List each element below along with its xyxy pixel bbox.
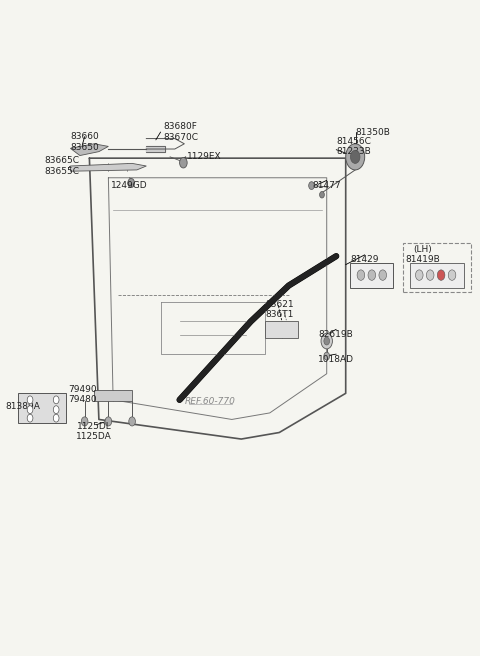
- Text: 82619B: 82619B: [319, 330, 354, 339]
- Polygon shape: [350, 262, 393, 287]
- Circle shape: [27, 396, 33, 404]
- Text: 1129EX: 1129EX: [187, 152, 221, 161]
- Circle shape: [324, 352, 330, 360]
- Text: 83680F
83670C: 83680F 83670C: [163, 122, 198, 142]
- Circle shape: [416, 270, 423, 280]
- Circle shape: [105, 417, 112, 426]
- Circle shape: [27, 405, 33, 413]
- Circle shape: [53, 414, 59, 422]
- Circle shape: [53, 405, 59, 413]
- Polygon shape: [71, 144, 108, 155]
- Circle shape: [309, 182, 314, 190]
- Text: 83665C
83655C: 83665C 83655C: [44, 156, 79, 176]
- Text: REF.60-770: REF.60-770: [185, 397, 236, 405]
- Circle shape: [27, 414, 33, 422]
- Circle shape: [437, 270, 445, 280]
- Text: 81456C
81233B: 81456C 81233B: [336, 136, 371, 156]
- Text: 81429: 81429: [350, 255, 379, 264]
- Circle shape: [81, 417, 88, 426]
- Circle shape: [350, 150, 360, 163]
- Circle shape: [426, 270, 434, 280]
- Polygon shape: [94, 390, 132, 401]
- Polygon shape: [71, 163, 146, 171]
- Circle shape: [320, 192, 324, 198]
- Text: 81389A: 81389A: [5, 402, 40, 411]
- Text: 81477: 81477: [312, 181, 341, 190]
- Circle shape: [180, 157, 187, 168]
- Circle shape: [324, 337, 330, 345]
- Text: 1018AD: 1018AD: [318, 355, 354, 364]
- Polygon shape: [18, 394, 66, 422]
- Text: (LH): (LH): [413, 245, 432, 254]
- Text: 83621
836T1: 83621 836T1: [265, 300, 294, 319]
- Circle shape: [346, 144, 365, 170]
- Text: 83660
83650: 83660 83650: [70, 132, 99, 152]
- Circle shape: [129, 417, 135, 426]
- Text: 1249GD: 1249GD: [111, 181, 148, 190]
- Circle shape: [53, 396, 59, 404]
- Polygon shape: [265, 321, 298, 338]
- Text: 79490
79480: 79490 79480: [68, 385, 96, 404]
- Text: 81350B: 81350B: [355, 127, 390, 136]
- Polygon shape: [410, 262, 464, 287]
- Circle shape: [321, 333, 333, 349]
- Circle shape: [128, 178, 134, 188]
- Circle shape: [368, 270, 376, 280]
- Text: 81419B: 81419B: [405, 255, 440, 264]
- Polygon shape: [146, 146, 165, 152]
- Text: 1125DL
1125DA: 1125DL 1125DA: [76, 422, 112, 441]
- Circle shape: [357, 270, 365, 280]
- Circle shape: [379, 270, 386, 280]
- Circle shape: [448, 270, 456, 280]
